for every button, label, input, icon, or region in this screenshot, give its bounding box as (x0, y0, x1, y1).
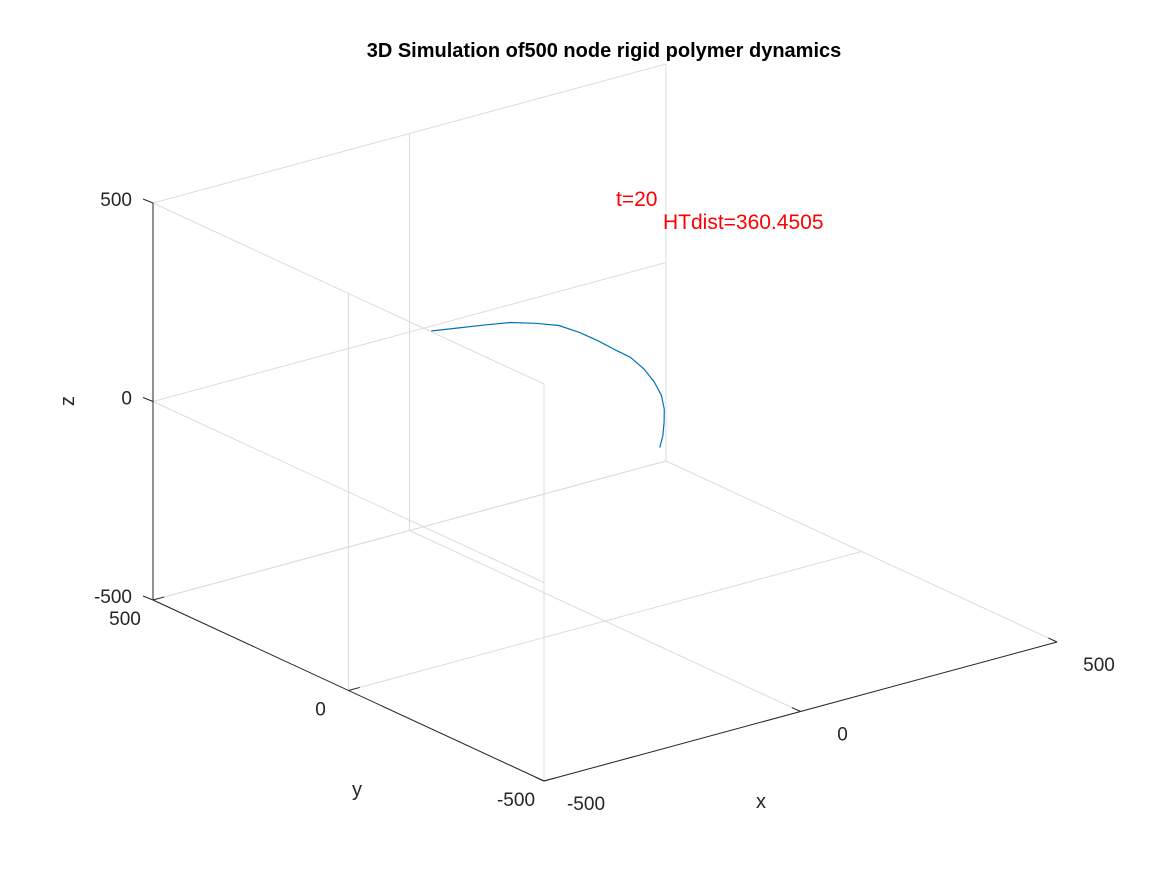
x-tick-mark (791, 707, 801, 712)
z-tick-mark (142, 198, 154, 204)
time-annotation: t=20 (616, 188, 657, 211)
z-tick-label: -500 (94, 587, 132, 608)
grid-line (152, 262, 667, 402)
grid-line (152, 460, 667, 601)
y-tick-label: 500 (109, 609, 141, 630)
series (431, 321, 665, 448)
z-axis-label: z (57, 396, 79, 406)
y-tick-mark (348, 686, 360, 691)
x-tick-label: -500 (567, 794, 605, 815)
x-tick-label: 500 (1083, 655, 1115, 676)
y-tick-mark (152, 596, 165, 601)
y-tick-mark (543, 777, 556, 782)
grid-line (152, 63, 667, 204)
grid-line (348, 551, 862, 691)
grid-line (152, 202, 545, 385)
y-tick-label: -500 (497, 790, 535, 811)
x-axis-label: x (756, 791, 766, 813)
z-tick-mark (142, 397, 154, 402)
axes (142, 198, 1058, 782)
x-tick-mark (535, 776, 545, 782)
htdist-annotation: HTdist=360.4505 (663, 211, 824, 234)
y-tick-label: 0 (315, 700, 326, 721)
polymer-series-line (431, 321, 665, 448)
x-tick-mark (1048, 637, 1058, 643)
chart-title: 3D Simulation of500 node rigid polymer d… (367, 40, 842, 62)
grid (152, 63, 1058, 782)
z-tick-label: 0 (121, 389, 132, 410)
x-tick-label: 0 (837, 725, 848, 746)
z-tick-mark (142, 595, 154, 601)
grid-line (152, 401, 545, 583)
z-tick-label: 500 (100, 190, 132, 211)
y-axis-label: y (352, 779, 362, 801)
